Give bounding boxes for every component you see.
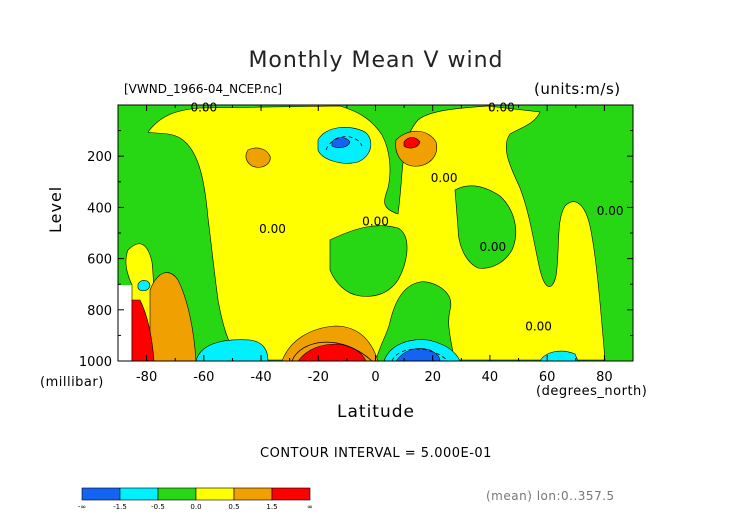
colorbar-swatch bbox=[157, 487, 197, 501]
contour-label: 0.00 bbox=[479, 240, 506, 254]
contour-label: 0.00 bbox=[259, 222, 286, 236]
x-tick-label: 0 bbox=[371, 370, 379, 385]
contour-labels: 0.00 0.00 0.00 0.00 0.00 0.00 0.00 0.00 bbox=[190, 100, 623, 333]
colorbar: -∞ -1.5 -0.5 0.0 0.5 1.5 ∞ bbox=[78, 487, 313, 511]
x-tick-label: -80 bbox=[136, 370, 157, 385]
axis-tick-labels: -80 -60 -40 -20 0 20 40 60 80 200 400 600 800 1000 bbox=[79, 150, 613, 385]
colorbar-tick-label: ∞ bbox=[307, 503, 313, 511]
field-cyan-speck bbox=[137, 280, 151, 292]
colorbar-swatch bbox=[81, 487, 121, 501]
y-axis-unit: (millibar) bbox=[40, 375, 104, 390]
y-tick-label: 400 bbox=[87, 201, 112, 216]
contour-label: 0.00 bbox=[362, 214, 389, 228]
field-cyan-surface-60n bbox=[539, 350, 579, 361]
contour-dashed-upper bbox=[325, 136, 363, 151]
colorbar-swatch bbox=[119, 487, 159, 501]
contour-label: 0.00 bbox=[190, 100, 217, 114]
colorbar-swatch bbox=[195, 487, 235, 501]
field-blue-surface-nh bbox=[395, 348, 441, 361]
field-red-upper-nh bbox=[403, 137, 421, 149]
contour-fields bbox=[118, 105, 633, 361]
colorbar-tick-label: 0.5 bbox=[228, 503, 239, 511]
x-axis-unit: (degrees_north) bbox=[536, 384, 648, 399]
field-cyan-surface-sh bbox=[195, 339, 269, 361]
file-label: [VWND_1966-04_NCEP.nc] bbox=[124, 82, 283, 96]
colorbar-tick-label: 1.5 bbox=[266, 503, 277, 511]
field-green-patch-mid bbox=[329, 225, 408, 297]
colorbar-swatch bbox=[233, 487, 273, 501]
x-tick-label: -60 bbox=[193, 370, 214, 385]
units-label: (units:m/s) bbox=[534, 80, 621, 98]
x-tick-label: -40 bbox=[250, 370, 271, 385]
y-tick-label: 1000 bbox=[79, 355, 112, 370]
y-tick-label: 600 bbox=[87, 253, 112, 268]
y-tick-label: 200 bbox=[87, 150, 112, 165]
colorbar-swatch bbox=[271, 487, 311, 501]
x-tick-label: 20 bbox=[424, 370, 441, 385]
contour-label: 0.00 bbox=[431, 171, 458, 185]
axis-ticks bbox=[117, 105, 634, 362]
x-tick-label: -20 bbox=[308, 370, 329, 385]
x-tick-label: 60 bbox=[539, 370, 556, 385]
field-orange-sp bbox=[149, 272, 197, 361]
colorbar-tick-label: -0.5 bbox=[151, 503, 165, 511]
colorbar-tick-label: -1.5 bbox=[113, 503, 127, 511]
contour-dashed-surface bbox=[391, 348, 449, 361]
contour-label: 0.00 bbox=[597, 204, 624, 218]
field-orange-upper bbox=[245, 147, 271, 168]
y-tick-label: 800 bbox=[87, 304, 112, 319]
contour-label: 0.00 bbox=[488, 100, 515, 114]
contour-solid-surface bbox=[291, 341, 373, 361]
field-missing-data bbox=[118, 285, 132, 361]
x-axis-label: Latitude bbox=[337, 402, 415, 422]
field-red-surface bbox=[297, 343, 367, 361]
contour-interval-text: CONTOUR INTERVAL = 5.000E-01 bbox=[260, 446, 492, 461]
x-tick-label: 40 bbox=[482, 370, 499, 385]
field-orange-upper-nh bbox=[395, 130, 438, 167]
chart-title: Monthly Mean V wind bbox=[248, 48, 504, 73]
x-tick-label: 80 bbox=[596, 370, 613, 385]
footer-mean-label: (mean) lon:0..357.5 bbox=[486, 489, 615, 503]
field-green-patch-east bbox=[454, 185, 516, 269]
colorbar-tick-label: 0.0 bbox=[190, 503, 201, 511]
colorbar-tick-label: -∞ bbox=[78, 503, 86, 511]
contour-label: 0.00 bbox=[525, 319, 552, 333]
